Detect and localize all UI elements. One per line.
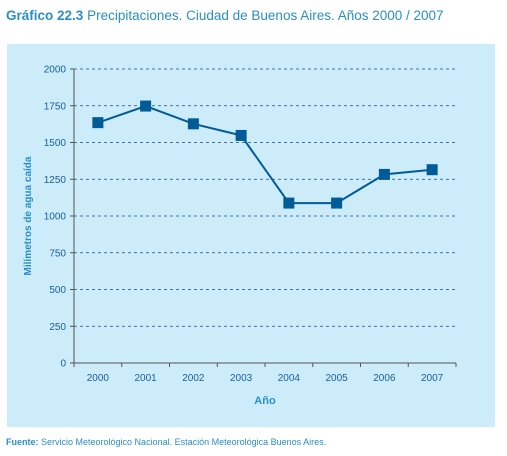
x-tick-label: 2002 (182, 373, 205, 384)
grid-lines (74, 68, 456, 327)
y-tick-label: 0 (60, 359, 66, 370)
line-chart: 0 250 500 750 1000 1250 1500 1750 2000 2000 2001 20… (23, 65, 457, 408)
x-tick-label: 2005 (326, 373, 349, 384)
data-point-marker (187, 118, 199, 130)
data-point-marker (331, 197, 343, 209)
y-tick-label: 500 (49, 285, 66, 296)
data-point-marker (426, 164, 438, 176)
data-point-marker (92, 117, 104, 129)
source-text: Servicio Meteorológico Nacional. Estació… (41, 437, 327, 447)
x-tick-label: 2001 (135, 373, 158, 384)
x-axis-title: Año (254, 395, 276, 407)
x-tick-label: 2007 (421, 373, 444, 384)
y-tick-label: 750 (49, 248, 66, 259)
source-note: Fuente: Servicio Meteorológico Nacional.… (6, 437, 326, 447)
source-label: Fuente: (6, 437, 39, 447)
y-tick-label: 1500 (44, 138, 67, 149)
series-line (97, 104, 433, 205)
chart-panel: 0 250 500 750 1000 1250 1500 1750 2000 2000 2001 20… (7, 44, 495, 427)
x-tick-label: 2004 (278, 373, 301, 384)
y-tick-label: 1000 (44, 212, 67, 223)
x-tick-label: 2000 (87, 373, 110, 384)
chart-number: Gráfico 22.3 (6, 8, 84, 23)
data-point-marker (235, 129, 247, 141)
chart-title-text: Precipitaciones. Ciudad de Buenos Aires.… (87, 8, 444, 23)
data-point-marker (140, 100, 152, 112)
series (92, 100, 438, 209)
y-tick-label: 2000 (44, 65, 67, 76)
axes (70, 68, 457, 367)
y-tick-label: 250 (49, 322, 66, 333)
chart-title: Gráfico 22.3 Precipitaciones. Ciudad de … (6, 8, 444, 23)
y-tick-label: 1250 (44, 175, 67, 186)
x-tick-label: 2003 (230, 373, 253, 384)
y-axis-title: Milímetros de agua caída (23, 156, 34, 275)
x-tick-label: 2006 (373, 373, 396, 384)
data-point-marker (378, 168, 390, 180)
axis-labels: 0 250 500 750 1000 1250 1500 1750 2000 2000 2001 20… (23, 65, 444, 408)
data-point-marker (283, 197, 295, 209)
y-tick-label: 1750 (44, 101, 67, 112)
